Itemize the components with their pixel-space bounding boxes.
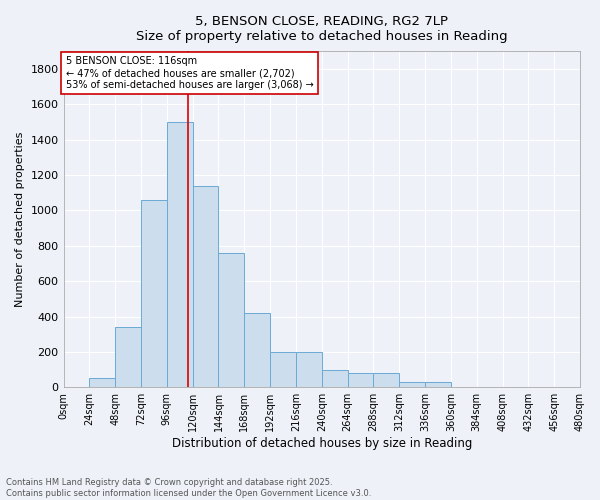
Bar bbox=[115, 327, 141, 388]
Bar bbox=[167, 122, 193, 388]
Text: Contains HM Land Registry data © Crown copyright and database right 2025.
Contai: Contains HM Land Registry data © Crown c… bbox=[6, 478, 371, 498]
Bar bbox=[89, 378, 115, 388]
Y-axis label: Number of detached properties: Number of detached properties bbox=[15, 132, 25, 307]
Text: 5 BENSON CLOSE: 116sqm
← 47% of detached houses are smaller (2,702)
53% of semi-: 5 BENSON CLOSE: 116sqm ← 47% of detached… bbox=[65, 56, 313, 90]
Bar bbox=[244, 313, 270, 388]
Bar bbox=[193, 186, 218, 388]
Bar bbox=[141, 200, 167, 388]
Bar bbox=[425, 382, 451, 388]
Title: 5, BENSON CLOSE, READING, RG2 7LP
Size of property relative to detached houses i: 5, BENSON CLOSE, READING, RG2 7LP Size o… bbox=[136, 15, 508, 43]
Bar bbox=[270, 352, 296, 388]
Bar bbox=[322, 370, 347, 388]
Bar bbox=[399, 382, 425, 388]
Bar bbox=[347, 373, 373, 388]
Bar bbox=[296, 352, 322, 388]
X-axis label: Distribution of detached houses by size in Reading: Distribution of detached houses by size … bbox=[172, 437, 472, 450]
Bar bbox=[218, 253, 244, 388]
Bar bbox=[373, 373, 399, 388]
